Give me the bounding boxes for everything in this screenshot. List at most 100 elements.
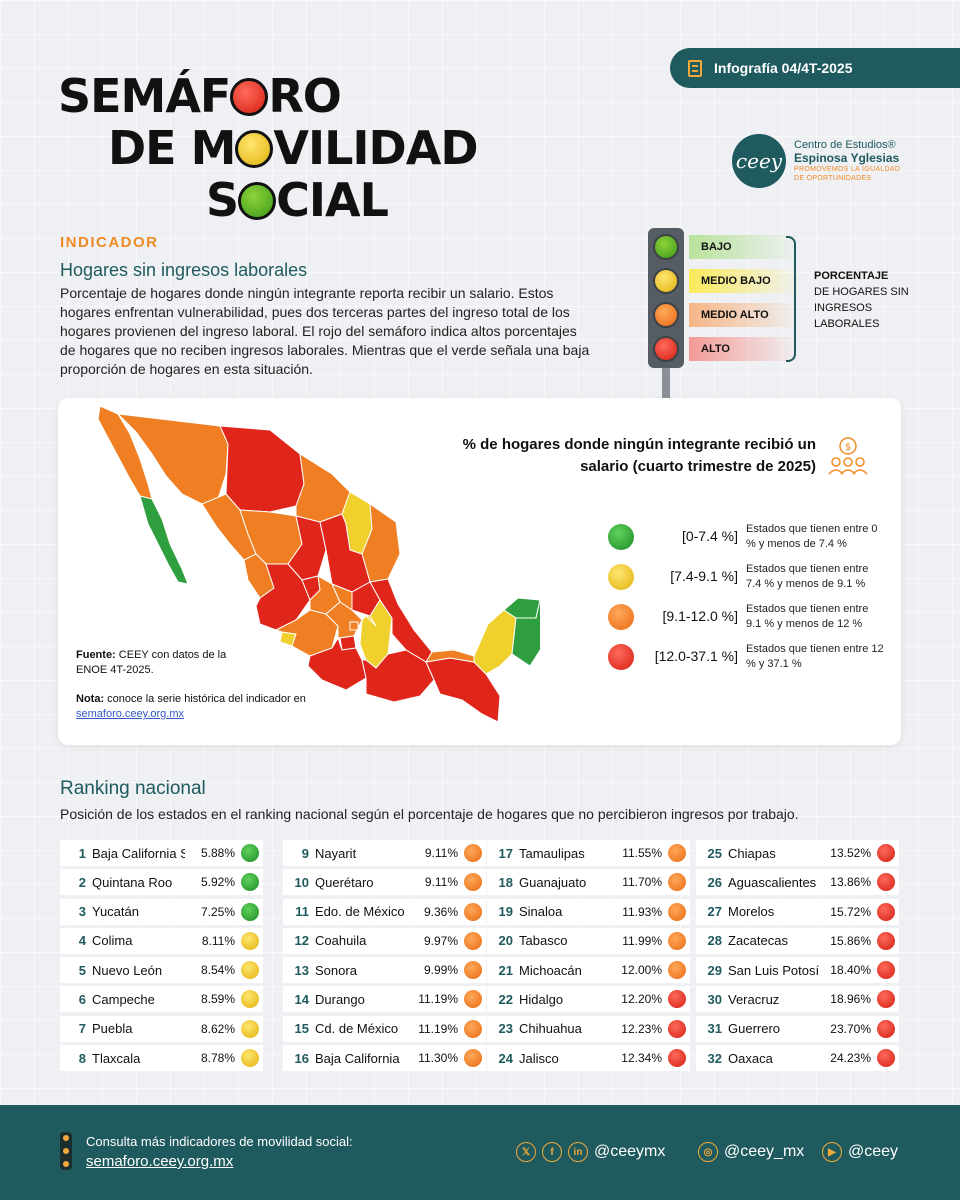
yellow-dot-icon bbox=[241, 990, 259, 1009]
facebook-icon[interactable]: f bbox=[542, 1142, 562, 1162]
ranking-position: 13 bbox=[294, 962, 309, 978]
orange-dot-icon bbox=[464, 902, 482, 921]
red-dot-icon bbox=[877, 844, 895, 862]
ranking-value: 9.11% bbox=[424, 875, 458, 890]
ranking-column-2: 9 Nayarit 9.11% 10 Querétaro 9.11% 11 Edo. de M… bbox=[283, 840, 486, 1074]
ranking-row: 27 Morelos 15.72% bbox=[696, 898, 899, 925]
footer-label: Consulta más indicadores de movilidad so… bbox=[86, 1134, 353, 1149]
red-dot-icon bbox=[877, 1019, 895, 1038]
ranking-position: 1 bbox=[78, 845, 86, 861]
title-text: RO bbox=[268, 69, 342, 123]
green-dot-icon bbox=[241, 873, 259, 892]
ranking-position: 17 bbox=[498, 845, 513, 861]
ceey-logo: ceey Centro de Estudios® Espinosa Yglesi… bbox=[732, 134, 900, 188]
yellow-light-icon bbox=[653, 268, 679, 294]
orange-dot-icon bbox=[668, 961, 686, 980]
ranking-value: 11.70% bbox=[622, 875, 662, 890]
ranking-position: 6 bbox=[78, 991, 86, 1007]
indicator-label: INDICADOR bbox=[60, 234, 159, 251]
ranking-row: 12 Coahuila 9.97% bbox=[283, 927, 486, 954]
ranking-state: Colima bbox=[92, 933, 133, 949]
ranking-value: 11.19% bbox=[418, 1021, 458, 1036]
ranking-row: 15 Cd. de México 11.19% bbox=[283, 1015, 486, 1042]
ranking-position: 16 bbox=[294, 1050, 309, 1066]
ranking-value: 9.36% bbox=[423, 904, 458, 919]
red-dot-icon bbox=[877, 961, 895, 980]
ranking-value: 13.52% bbox=[830, 846, 871, 860]
footer-link[interactable]: semaforo.ceey.org.mx bbox=[86, 1153, 234, 1170]
yellow-dot-icon bbox=[608, 564, 634, 590]
orange-dot-icon bbox=[464, 1019, 482, 1038]
badge-label: Infografía 04/4T-2025 bbox=[714, 60, 853, 76]
ranking-state: Querétaro bbox=[315, 874, 374, 890]
ranking-value: 24.23% bbox=[830, 1051, 871, 1066]
red-light-icon bbox=[653, 336, 679, 362]
ranking-state: Jalisco bbox=[519, 1050, 559, 1066]
red-dot-icon bbox=[668, 990, 686, 1009]
yellow-light-icon bbox=[235, 130, 274, 168]
ranking-row: 10 Querétaro 9.11% bbox=[283, 869, 486, 896]
instagram-icon[interactable]: ◎ bbox=[698, 1142, 718, 1162]
ranking-state: Chiapas bbox=[728, 845, 776, 861]
ranking-column-3: 17 Tamaulipas 11.55% 18 Guanajuato 11.70% 19 Si… bbox=[487, 840, 690, 1074]
ranking-state: Durango bbox=[315, 991, 365, 1007]
tl-level-high: ALTO bbox=[648, 332, 799, 366]
ranking-row: 2 Quintana Roo 5.92% bbox=[60, 869, 263, 896]
ranking-position: 7 bbox=[78, 1021, 86, 1037]
ranking-row: 28 Zacatecas 15.86% bbox=[696, 927, 899, 954]
ranking-position: 30 bbox=[707, 991, 722, 1007]
ranking-row: 4 Colima 8.11% bbox=[60, 927, 263, 954]
ranking-value: 11.93% bbox=[622, 904, 662, 919]
ranking-value: 12.23% bbox=[621, 1021, 662, 1036]
logo-line-1: Centro de Estudios® bbox=[794, 139, 896, 151]
ranking-position: 31 bbox=[707, 1021, 722, 1037]
ranking-row: 20 Tabasco 11.99% bbox=[487, 927, 690, 954]
ranking-state: Tamaulipas bbox=[519, 845, 585, 861]
note-link[interactable]: semaforo.ceey.org.mx bbox=[76, 708, 185, 720]
ranking-state: Edo. de México bbox=[315, 904, 405, 920]
ranking-row: 16 Baja California 11.30% bbox=[283, 1045, 486, 1072]
x-icon[interactable]: 𝕏 bbox=[516, 1142, 536, 1162]
yellow-dot-icon bbox=[241, 931, 259, 950]
ranking-row: 5 Nuevo León 8.54% bbox=[60, 957, 263, 984]
linkedin-icon[interactable]: in bbox=[568, 1142, 588, 1162]
title-text: S bbox=[206, 173, 239, 227]
ranking-value: 9.11% bbox=[424, 846, 458, 860]
ranking-value: 8.11% bbox=[201, 933, 235, 948]
social-handle-instagram[interactable]: @ceey_mx bbox=[724, 1143, 805, 1160]
ranking-row: 24 Jalisco 12.34% bbox=[487, 1045, 690, 1072]
orange-dot-icon bbox=[464, 931, 482, 950]
legend-range: [12.0-37.1 %] bbox=[654, 648, 738, 664]
ranking-value: 5.88% bbox=[200, 846, 235, 860]
ranking-row: 30 Veracruz 18.96% bbox=[696, 986, 899, 1013]
ranking-position: 20 bbox=[498, 933, 513, 949]
ranking-row: 32 Oaxaca 24.23% bbox=[696, 1045, 899, 1072]
map-state-quintana-roo bbox=[511, 599, 540, 667]
ranking-position: 12 bbox=[294, 933, 309, 949]
map-state-chihuahua bbox=[219, 425, 305, 513]
green-dot-icon bbox=[241, 844, 259, 862]
ranking-state: Tabasco bbox=[519, 933, 568, 949]
social-group-main: 𝕏 f in @ceeymx bbox=[516, 1142, 665, 1162]
ranking-state: San Luis Potosí bbox=[728, 962, 820, 978]
legend-row: [7.4-9.1 %] Estados que tienen entre 7.4… bbox=[608, 560, 888, 600]
red-dot-icon bbox=[668, 1049, 686, 1068]
ranking-value: 12.20% bbox=[621, 992, 662, 1007]
map-title: % de hogares donde ningún integrante rec… bbox=[462, 436, 816, 475]
ranking-position: 29 bbox=[707, 962, 722, 978]
ranking-state: Michoacán bbox=[519, 962, 582, 978]
youtube-icon[interactable]: ▶ bbox=[822, 1142, 842, 1162]
tl-label-medium-low: MEDIO BAJO bbox=[689, 269, 799, 293]
social-handle-x[interactable]: @ceeymx bbox=[594, 1143, 666, 1160]
ranking-row: 1 Baja California Sur 5.88% bbox=[60, 840, 263, 866]
green-light-icon bbox=[653, 234, 679, 260]
orange-dot-icon bbox=[668, 844, 686, 862]
orange-dot-icon bbox=[668, 902, 686, 921]
households-salary-icon: $ bbox=[828, 437, 868, 475]
ranking-value: 18.40% bbox=[830, 963, 871, 978]
ranking-position: 26 bbox=[707, 874, 722, 890]
social-handle-youtube[interactable]: @ceey bbox=[848, 1143, 899, 1160]
ranking-position: 15 bbox=[294, 1021, 309, 1037]
caption-rest: DE HOGARES SIN INGRESOS LABORALES bbox=[814, 286, 909, 330]
ranking-row: 31 Guerrero 23.70% bbox=[696, 1015, 899, 1042]
